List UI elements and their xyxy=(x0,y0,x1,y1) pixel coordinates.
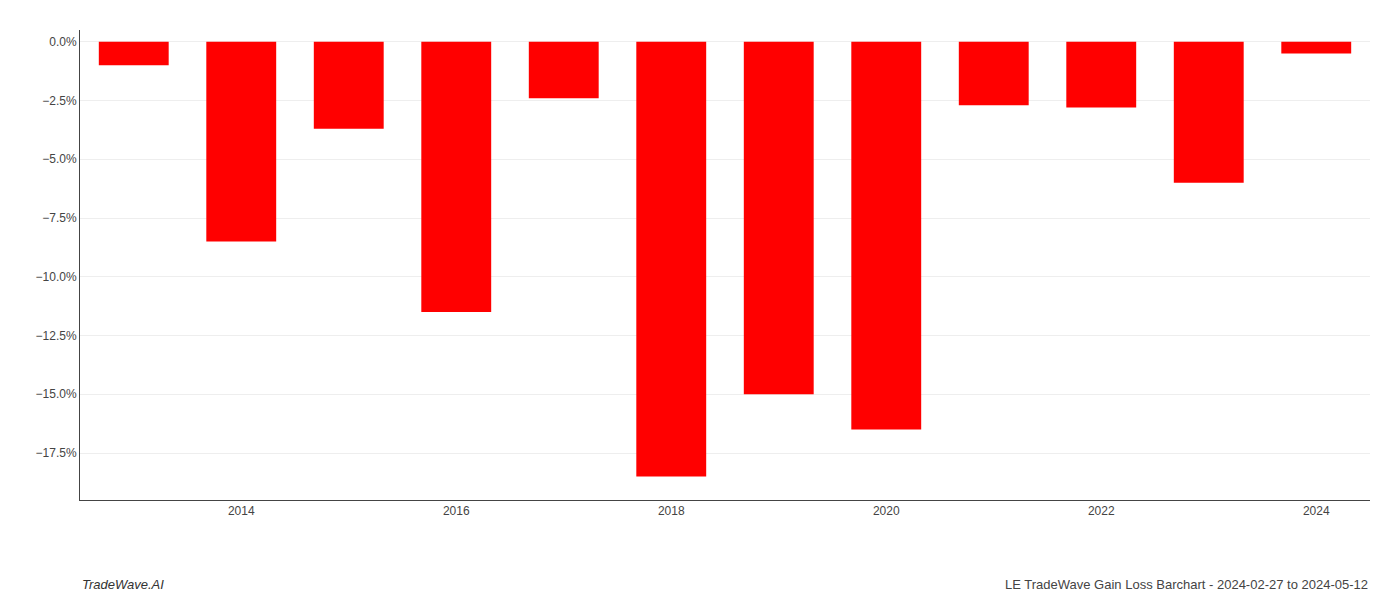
svg-text:0.0%: 0.0% xyxy=(49,35,77,49)
svg-text:2014: 2014 xyxy=(228,504,255,518)
svg-text:−10.0%: −10.0% xyxy=(36,270,77,284)
svg-text:LE TradeWave Gain Loss Barchar: LE TradeWave Gain Loss Barchart - 2024-0… xyxy=(1005,577,1368,592)
svg-text:−12.5%: −12.5% xyxy=(36,329,77,343)
svg-text:2022: 2022 xyxy=(1088,504,1115,518)
svg-text:2016: 2016 xyxy=(443,504,470,518)
svg-text:−17.5%: −17.5% xyxy=(36,446,77,460)
svg-text:TradeWave.AI: TradeWave.AI xyxy=(82,577,164,592)
svg-text:−7.5%: −7.5% xyxy=(42,211,77,225)
svg-text:2020: 2020 xyxy=(873,504,900,518)
svg-text:2018: 2018 xyxy=(658,504,685,518)
svg-text:−15.0%: −15.0% xyxy=(36,387,77,401)
svg-text:−2.5%: −2.5% xyxy=(42,94,77,108)
svg-text:−5.0%: −5.0% xyxy=(42,152,77,166)
svg-text:2024: 2024 xyxy=(1303,504,1330,518)
